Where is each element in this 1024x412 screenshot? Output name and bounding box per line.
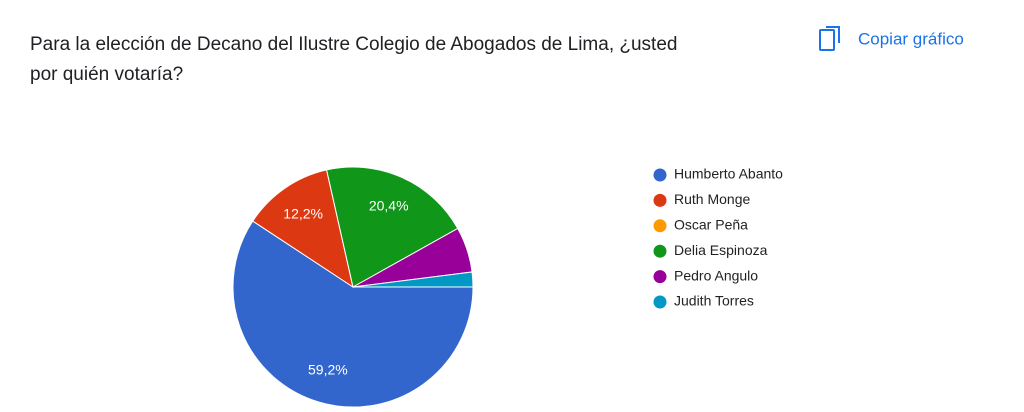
legend-label: Oscar Peña — [674, 217, 748, 233]
copy-icon — [826, 26, 840, 43]
value-label: 12,2% — [283, 206, 323, 222]
pie-slice — [326, 166, 459, 288]
pie-slice — [232, 220, 474, 408]
legend-swatch — [653, 193, 667, 207]
legend-label: Ruth Monge — [674, 191, 750, 207]
legend-swatch — [653, 219, 667, 233]
pie-slice — [252, 169, 354, 289]
legend-label: Delia Espinoza — [674, 242, 768, 258]
pie-slice — [352, 271, 474, 288]
copy-icon — [819, 29, 835, 51]
chart-title: Para la elección de Decano del Ilustre C… — [30, 34, 677, 85]
legend-label: Judith Torres — [674, 293, 754, 309]
legend-swatch — [653, 295, 667, 309]
copy-label[interactable]: Copiar gráfico — [858, 29, 964, 48]
legend-label: Humberto Abanto — [674, 166, 783, 182]
copy-button[interactable]: Copiar gráfico — [819, 26, 964, 51]
legend-label: Pedro Angulo — [674, 267, 758, 283]
value-label: 59,2% — [308, 362, 348, 378]
legend-swatch — [653, 270, 667, 284]
legend-swatch — [653, 168, 667, 182]
legend-swatch — [653, 244, 667, 258]
value-label: 20,4% — [369, 198, 409, 214]
